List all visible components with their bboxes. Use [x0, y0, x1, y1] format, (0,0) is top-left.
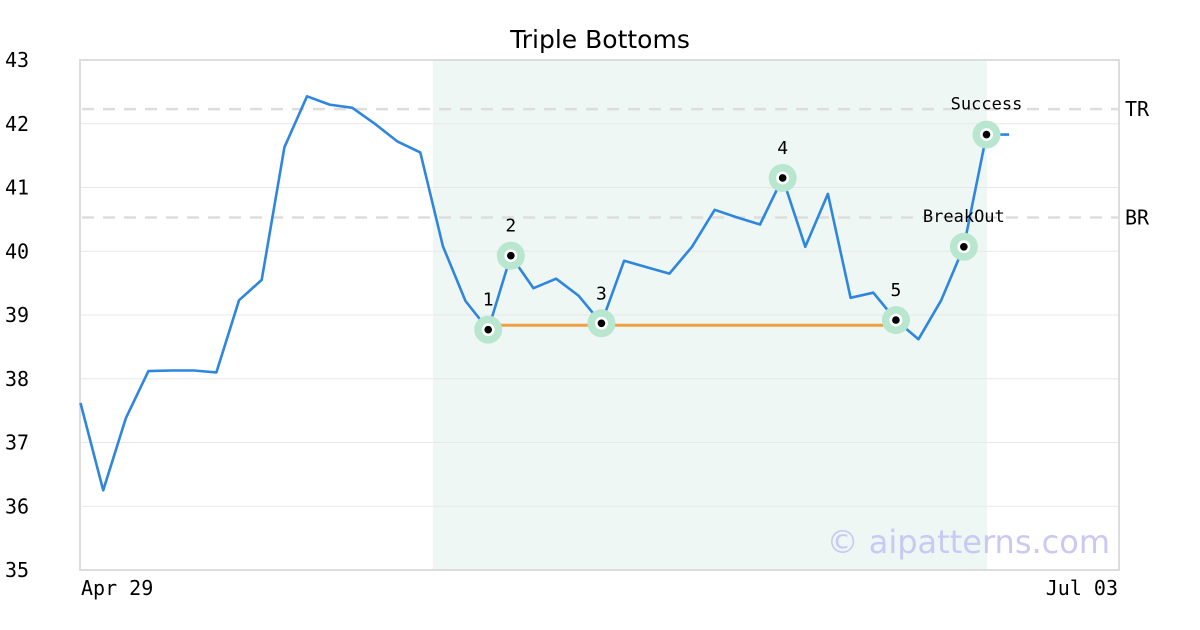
level-label-tr: TR	[1125, 97, 1150, 121]
marker-label-success: Success	[951, 95, 1023, 115]
y-tick-label-40: 40	[5, 239, 29, 263]
price-series-line	[79, 95, 1010, 492]
marker-label-4: 4	[777, 138, 788, 159]
y-tick-label-39: 39	[5, 303, 29, 327]
chart-title: Triple Bottoms	[509, 25, 690, 54]
y-tick-label-43: 43	[5, 48, 29, 72]
resistance-levels: TR BR	[82, 97, 1150, 229]
marker-label-1: 1	[483, 290, 494, 311]
watermark-text: © aipatterns.com	[827, 523, 1110, 561]
y-tick-label-36: 36	[5, 494, 29, 518]
plot-frame	[79, 59, 1120, 571]
marker-label-2: 2	[505, 216, 516, 237]
y-tick-label-42: 42	[5, 112, 29, 136]
marker-dot-success	[982, 130, 991, 139]
marker-label-breakout: BreakOut	[923, 207, 1005, 227]
pattern-markers: 1 2 3 4 5 BreakOut Success	[474, 95, 1022, 344]
marker-label-3: 3	[596, 283, 607, 304]
level-label-br: BR	[1125, 205, 1150, 229]
marker-dot-breakout	[960, 242, 968, 251]
marker-dot-5	[892, 316, 900, 324]
marker-dot-1	[484, 325, 493, 334]
marker-dot-3	[597, 319, 606, 328]
y-tick-label-41: 41	[5, 176, 29, 200]
y-axis-ticks: 35 36 37 38 39 40 41 42 43	[5, 48, 29, 582]
x-tick-label-start: Apr 29	[81, 576, 153, 600]
x-tick-label-end: Jul 03	[1046, 576, 1118, 600]
y-tick-label-38: 38	[5, 367, 29, 391]
y-tick-label-35: 35	[5, 558, 29, 582]
marker-dot-4	[778, 174, 787, 182]
marker-dot-2	[507, 251, 515, 260]
y-tick-label-37: 37	[5, 431, 29, 455]
marker-label-5: 5	[890, 280, 901, 301]
grid-lines	[80, 59, 1119, 571]
